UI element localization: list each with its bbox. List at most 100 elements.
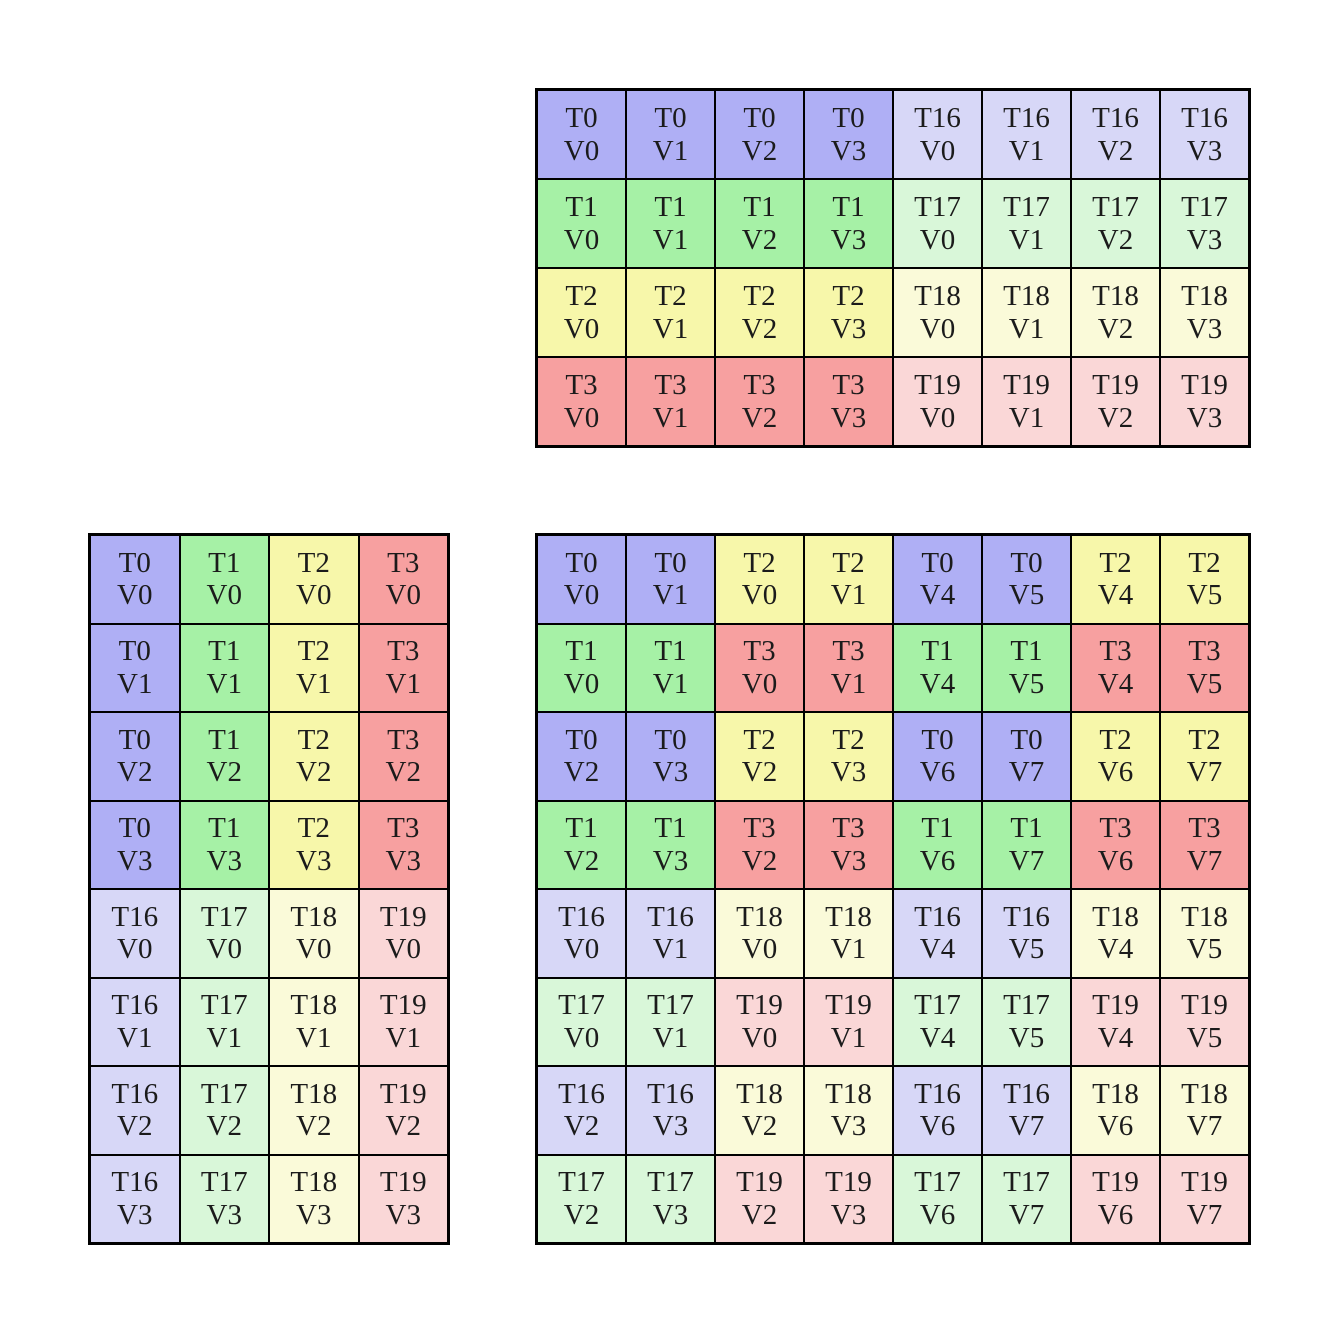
value-label: V0: [563, 401, 600, 434]
grid-cell: T19 V2: [716, 1155, 803, 1242]
value-label: V0: [296, 579, 332, 612]
grid-cell: T19 V1: [359, 978, 447, 1065]
grid-cell: T0 V3: [627, 713, 714, 800]
thread-label: T17: [200, 1077, 248, 1110]
grid-cell: T2 V2: [270, 713, 358, 800]
value-label: V1: [296, 1021, 332, 1054]
grid-cell: T16 V2: [1072, 91, 1159, 178]
value-label: V2: [117, 756, 153, 789]
grid-cell: T16 V6: [894, 1067, 981, 1154]
grid-cell: T18 V2: [270, 1067, 358, 1154]
value-label: V3: [296, 1198, 332, 1231]
grid-cell: T1 V1: [627, 180, 714, 267]
value-label: V1: [652, 401, 689, 434]
left-matrix-grid: T0 V0 T1 V0 T2 V0 T3 V0 T0 V1 T1 V1 T2 V1 T3 V1 T0 V2 T1 V2…: [88, 533, 450, 1245]
grid-cell: T19 V1: [983, 358, 1070, 445]
grid-cell: T16 V7: [983, 1067, 1070, 1154]
thread-label: T17: [1003, 1166, 1050, 1199]
grid-cell: T18 V4: [1072, 890, 1159, 977]
thread-label: T18: [1092, 900, 1139, 933]
thread-label: T18: [914, 280, 961, 313]
grid-cell: T19 V5: [1161, 978, 1248, 1065]
thread-label: T19: [1092, 989, 1139, 1022]
thread-label: T16: [111, 900, 159, 933]
grid-cell: T17 V0: [538, 978, 625, 1065]
thread-label: T3: [743, 812, 776, 845]
grid-cell: T2 V1: [627, 269, 714, 356]
thread-label: T17: [647, 1166, 694, 1199]
thread-label: T17: [558, 1166, 605, 1199]
grid-cell: T0 V1: [91, 624, 179, 711]
value-label: V3: [652, 1110, 689, 1143]
grid-cell: T18 V7: [1161, 1067, 1248, 1154]
thread-label: T0: [654, 546, 687, 579]
value-label: V3: [652, 756, 689, 789]
grid-cell: T1 V4: [894, 624, 981, 711]
top-matrix-grid: T0 V0 T0 V1 T0 V2 T0 V3 T16 V0 T16 V1 T16 V2 T16 V3 T1 V0…: [535, 88, 1251, 448]
thread-label: T3: [387, 546, 420, 579]
value-label: V4: [1097, 579, 1134, 612]
value-label: V0: [919, 312, 956, 345]
thread-label: T3: [387, 723, 420, 756]
value-label: V4: [1097, 667, 1134, 700]
thread-label: T19: [1092, 1166, 1139, 1199]
grid-cell: T18 V0: [270, 890, 358, 977]
thread-label: T3: [1099, 635, 1132, 668]
grid-cell: T0 V0: [91, 536, 179, 623]
value-label: V4: [919, 1021, 956, 1054]
thread-label: T17: [914, 191, 961, 224]
grid-cell: T3 V5: [1161, 624, 1248, 711]
thread-label: T0: [118, 635, 151, 668]
value-label: V0: [563, 134, 600, 167]
value-label: V4: [919, 667, 956, 700]
grid-cell: T17 V5: [983, 978, 1070, 1065]
value-label: V0: [206, 579, 242, 612]
thread-label: T19: [914, 369, 961, 402]
value-label: V2: [741, 134, 778, 167]
value-label: V4: [919, 579, 956, 612]
thread-label: T3: [387, 635, 420, 668]
grid-cell: T19 V3: [805, 1155, 892, 1242]
value-label: V2: [741, 844, 778, 877]
grid-cell: T17 V0: [894, 180, 981, 267]
value-label: V2: [563, 1198, 600, 1231]
thread-label: T18: [825, 1077, 872, 1110]
value-label: V2: [1097, 401, 1134, 434]
thread-label: T1: [743, 191, 776, 224]
value-label: V3: [206, 844, 242, 877]
grid-cell: T3 V2: [716, 358, 803, 445]
value-label: V3: [830, 312, 867, 345]
thread-label: T19: [1181, 989, 1228, 1022]
value-label: V3: [830, 1198, 867, 1231]
thread-label: T1: [654, 635, 687, 668]
thread-label: T18: [290, 989, 338, 1022]
grid-cell: T0 V1: [627, 536, 714, 623]
grid-cell: T16 V2: [91, 1067, 179, 1154]
grid-cell: T17 V2: [180, 1067, 268, 1154]
value-label: V6: [919, 756, 956, 789]
thread-label: T17: [200, 1166, 248, 1199]
grid-cell: T1 V2: [538, 801, 625, 888]
value-label: V3: [830, 223, 867, 256]
value-label: V1: [652, 134, 689, 167]
thread-label: T18: [1181, 1077, 1228, 1110]
grid-cell: T3 V6: [1072, 801, 1159, 888]
value-label: V3: [1186, 401, 1223, 434]
value-label: V5: [1186, 1021, 1223, 1054]
grid-cell: T1 V1: [180, 624, 268, 711]
grid-cell: T18 V0: [894, 269, 981, 356]
thread-label: T19: [736, 989, 783, 1022]
value-label: V3: [296, 844, 332, 877]
value-label: V3: [117, 844, 153, 877]
grid-cell: T3 V1: [627, 358, 714, 445]
thread-label: T3: [1099, 812, 1132, 845]
grid-cell: T17 V3: [1161, 180, 1248, 267]
thread-label: T0: [743, 102, 776, 135]
grid-cell: T19 V0: [716, 978, 803, 1065]
grid-cell: T1 V1: [627, 624, 714, 711]
value-label: V5: [1186, 933, 1223, 966]
grid-cell: T3 V2: [359, 713, 447, 800]
grid-cell: T3 V1: [805, 624, 892, 711]
grid-cell: T0 V2: [538, 713, 625, 800]
thread-label: T16: [1003, 1077, 1050, 1110]
